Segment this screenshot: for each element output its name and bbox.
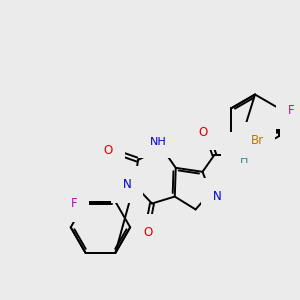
Text: N: N	[123, 178, 132, 191]
Text: Br: Br	[250, 134, 264, 147]
Text: N: N	[233, 143, 242, 157]
Text: H: H	[240, 155, 248, 165]
Text: F: F	[70, 197, 77, 210]
Text: O: O	[143, 226, 153, 239]
Text: F: F	[288, 104, 294, 117]
Text: O: O	[104, 143, 113, 157]
Text: O: O	[199, 126, 208, 139]
Text: NH: NH	[150, 137, 166, 147]
Text: N: N	[213, 190, 222, 203]
